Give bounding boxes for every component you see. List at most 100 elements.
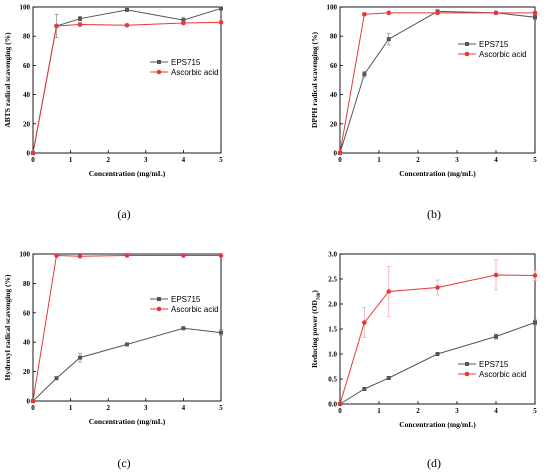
y-tick-label: 40 [23, 339, 31, 347]
legend-marker [465, 362, 469, 366]
data-point [219, 6, 223, 11]
panel-label: (b) [427, 207, 441, 221]
x-tick-label: 2 [416, 156, 420, 164]
data-point [494, 334, 498, 339]
panel-label: (c) [117, 456, 130, 470]
data-point [181, 326, 186, 331]
data-point [362, 387, 367, 391]
chart-panel-c: 0 1 2 3 4 5 0 20 40 60 80 100 Concentration (mg/mL) H… [3, 251, 224, 470]
x-tick-label: 3 [455, 156, 459, 164]
plot-frame [339, 6, 536, 154]
y-tick-label: 60 [330, 62, 338, 70]
x-tick-label: 3 [144, 156, 148, 164]
series-line [32, 254, 221, 402]
data-point [125, 342, 129, 347]
legend-label: EPS715 [171, 58, 201, 67]
legend-label: EPS715 [171, 295, 201, 304]
data-point [533, 15, 537, 20]
data-point [218, 20, 224, 25]
series-line [339, 10, 536, 154]
x-tick-label: 5 [219, 156, 223, 164]
data-point [77, 253, 83, 259]
plot-frame [32, 6, 222, 154]
data-point [54, 253, 59, 258]
data-point [362, 12, 367, 17]
x-tick-label: 2 [106, 404, 110, 412]
legend-marker [464, 51, 470, 57]
data-point [386, 376, 391, 380]
x-tick-label: 1 [69, 404, 73, 412]
data-point [54, 23, 59, 29]
data-point [362, 320, 367, 325]
x-tick-label: 2 [416, 407, 420, 415]
legend-label: Ascorbic acid [171, 305, 219, 314]
data-point [78, 16, 82, 21]
series-ascorbic-acid [30, 253, 224, 404]
data-point [181, 18, 186, 23]
y-axis-title: Hydroxyl radical scavenging (%) [3, 274, 12, 380]
data-point [493, 10, 499, 16]
data-point [493, 272, 499, 278]
y-tick-label: 100 [20, 251, 31, 259]
x-axis-title: Concentration (mg/mL) [399, 169, 476, 178]
x-tick-label: 4 [182, 156, 186, 164]
data-point [386, 37, 391, 42]
y-tick-label: 80 [23, 280, 31, 288]
series-line [32, 21, 222, 154]
data-point [78, 355, 82, 360]
data-point [337, 401, 343, 407]
data-point [218, 253, 224, 258]
x-tick-label: 1 [377, 407, 381, 415]
data-point [532, 273, 538, 278]
data-point [124, 22, 130, 28]
y-tick-label: 2.0 [328, 301, 337, 309]
x-tick-label: 1 [69, 156, 73, 164]
series-eps715 [338, 9, 537, 155]
y-tick-label: 100 [20, 4, 31, 12]
x-tick-label: 3 [455, 407, 459, 415]
y-tick-label: 0 [334, 150, 338, 158]
y-tick-label: 40 [23, 91, 31, 99]
x-tick-label: 4 [494, 407, 498, 415]
series-ascorbic-acid [337, 259, 538, 407]
y-tick-label: 1.5 [328, 326, 337, 334]
data-point [54, 376, 59, 381]
chart-panel-d: 0 1 2 3 4 5 0.0 0.5 1.0 1.5 2.0 2.5 3.0 Concentration… [310, 251, 538, 470]
x-tick-label: 1 [377, 156, 381, 164]
y-tick-label: 20 [330, 120, 338, 128]
data-point [125, 7, 129, 12]
data-point [533, 320, 537, 325]
y-tick-label: 2.5 [328, 276, 337, 284]
x-tick-label: 5 [533, 407, 537, 415]
data-point [386, 289, 392, 294]
legend-marker [157, 60, 161, 64]
x-tick-label: 0 [338, 407, 342, 415]
data-point [386, 10, 392, 16]
panel-label: (a) [117, 207, 130, 221]
y-tick-label: 100 [327, 4, 338, 12]
y-tick-label: 20 [23, 368, 31, 376]
series-line [32, 7, 222, 154]
y-axis-title: Reducing power (OD700) [310, 290, 322, 368]
series-line [339, 322, 536, 405]
x-tick-label: 2 [106, 156, 110, 164]
y-tick-label: 0.5 [328, 376, 337, 384]
y-tick-label: 40 [330, 91, 338, 99]
legend-marker [465, 42, 469, 46]
x-axis-title: Concentration (mg/mL) [89, 417, 166, 426]
data-point [435, 285, 440, 290]
legend-label: Ascorbic acid [171, 68, 219, 77]
data-point [435, 352, 440, 356]
x-tick-label: 4 [494, 156, 498, 164]
y-tick-label: 0 [27, 398, 31, 406]
y-axis-title: ABTS radical scavenging (%) [3, 32, 12, 128]
legend-label: Ascorbic acid [479, 370, 527, 379]
data-point [124, 253, 130, 258]
series-ascorbic-acid [337, 10, 538, 156]
y-tick-label: 3.0 [328, 251, 337, 259]
